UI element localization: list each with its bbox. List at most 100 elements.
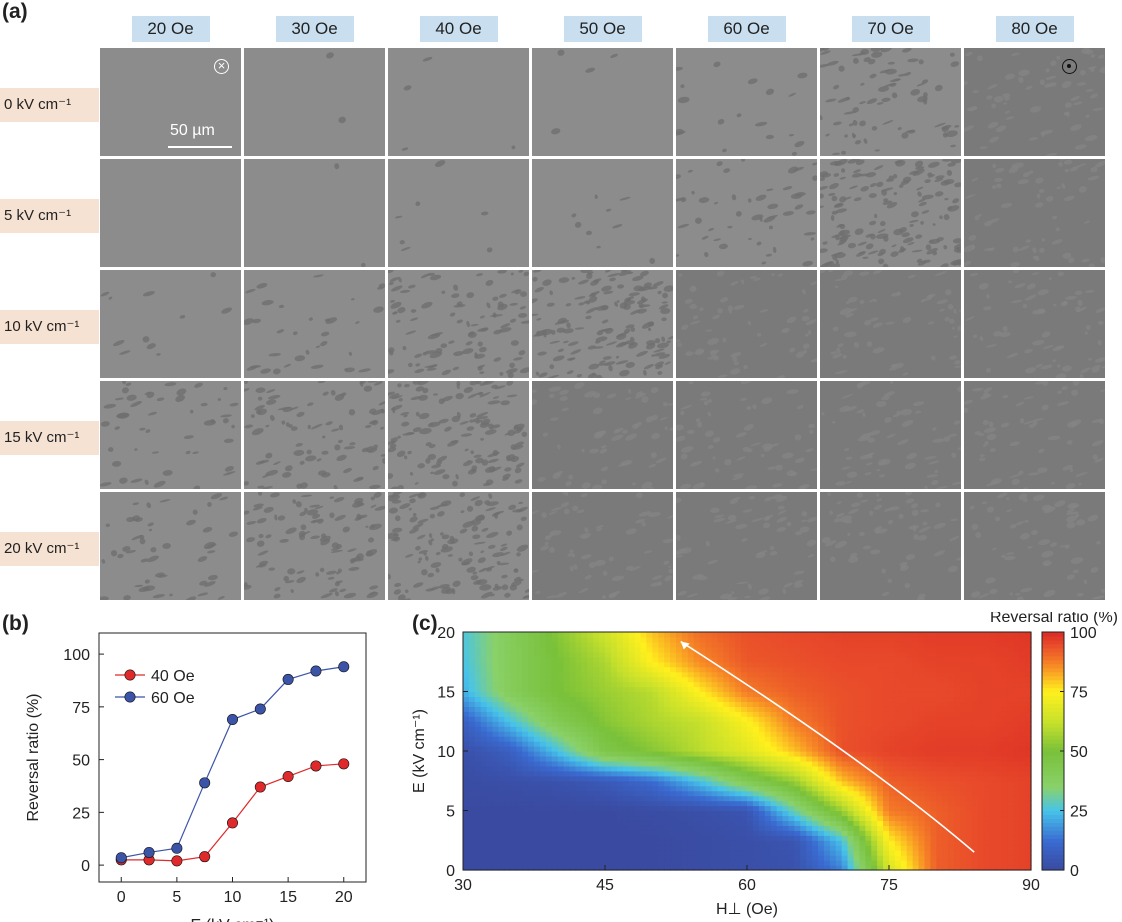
reversed-domain: [862, 256, 869, 259]
contour-cell: [634, 775, 642, 782]
reversed-domain: [300, 524, 307, 531]
reversed-domain: [993, 331, 1003, 337]
reversed-domain: [641, 481, 653, 489]
contour-cell: [599, 755, 606, 762]
reversed-domain: [964, 125, 974, 132]
contour-cell: [539, 736, 547, 742]
contour-cell: [646, 845, 653, 851]
reversed-domain: [820, 177, 826, 181]
reversed-domain: [257, 485, 265, 489]
contour-cell: [717, 701, 724, 707]
reversed-domain: [147, 522, 155, 527]
contour-cell: [634, 765, 642, 772]
contour-cell: [758, 755, 766, 762]
reversed-domain: [868, 193, 877, 199]
contour-cell: [687, 860, 695, 866]
reversed-domain: [668, 565, 672, 568]
contour-cell: [522, 770, 529, 777]
contour-cell: [616, 632, 624, 638]
contour-cell: [504, 751, 511, 757]
contour-cell: [522, 840, 529, 846]
contour-cell: [812, 765, 819, 772]
contour-cell: [545, 632, 553, 638]
contour-cell: [569, 805, 577, 812]
reversed-domain: [399, 503, 411, 510]
contour-cell: [463, 795, 470, 802]
reversed-domain: [776, 495, 788, 502]
reversed-domain: [945, 130, 958, 138]
contour-cell: [687, 671, 695, 678]
contour-cell: [705, 840, 713, 846]
reversed-domain: [565, 303, 572, 307]
contour-cell: [545, 765, 553, 772]
reversed-domain: [307, 424, 311, 430]
contour-cell: [587, 785, 594, 792]
contour-cell: [770, 646, 778, 653]
contour-cell: [646, 765, 653, 772]
contour-cell: [545, 646, 553, 653]
reversed-domain: [566, 370, 574, 375]
contour-cell: [498, 850, 506, 856]
contour-cell: [646, 751, 653, 757]
contour-cell: [723, 632, 730, 638]
reversed-domain: [975, 532, 982, 539]
reversed-domain: [430, 562, 442, 568]
contour-cell: [563, 825, 571, 831]
reversed-domain: [771, 494, 783, 500]
reversed-domain: [146, 502, 152, 509]
contour-cell: [486, 845, 494, 851]
reversed-domain: [126, 394, 137, 401]
contour-cell: [587, 855, 594, 861]
contour-cell: [788, 691, 795, 698]
contour-cell: [510, 716, 517, 722]
reversed-domain: [329, 588, 338, 593]
contour-cell: [770, 865, 778, 871]
contour-cell: [729, 770, 736, 777]
reversed-domain: [883, 391, 895, 398]
reversed-domain: [134, 584, 144, 588]
contour-cell: [539, 676, 547, 683]
contour-cell: [646, 736, 653, 742]
contour-cell: [646, 800, 653, 807]
reversed-domain: [615, 355, 620, 359]
contour-cell: [747, 706, 754, 712]
contour-cell: [534, 632, 541, 638]
contour-cell: [646, 825, 653, 831]
reversed-domain: [1038, 448, 1045, 454]
reversed-domain: [844, 331, 857, 338]
contour-cell: [670, 850, 677, 856]
contour-cell: [758, 726, 766, 732]
reversed-domain: [256, 409, 262, 415]
reversed-domain: [501, 584, 509, 591]
column-header: 70 Oe: [851, 16, 930, 42]
reversed-domain: [114, 397, 124, 401]
reversed-domain: [635, 492, 643, 499]
reversed-domain: [621, 270, 628, 273]
reversed-domain: [680, 453, 688, 460]
reversed-domain: [1027, 472, 1040, 476]
reversed-domain: [1074, 144, 1087, 150]
contour-cell: [770, 800, 778, 807]
contour-cell: [498, 726, 506, 732]
reversed-domain: [911, 503, 918, 509]
contour-cell: [599, 835, 606, 841]
contour-cell: [687, 651, 695, 658]
reversed-domain: [1011, 52, 1020, 56]
contour-cell: [463, 780, 470, 787]
reversed-domain: [625, 324, 635, 329]
reversed-domain: [830, 556, 836, 563]
contour-cell: [610, 760, 618, 767]
contour-cell: [747, 746, 754, 752]
contour-cell: [723, 810, 730, 817]
contour-cell: [516, 780, 523, 787]
contour-cell: [569, 666, 577, 673]
contour-cell: [545, 691, 553, 698]
reversed-domain: [950, 259, 961, 266]
reversed-domain: [881, 592, 890, 597]
reversed-domain: [912, 401, 925, 406]
contour-cell: [575, 632, 582, 638]
contour-cell: [463, 731, 470, 737]
reversed-domain: [928, 174, 935, 178]
contour-cell: [717, 691, 724, 698]
contour-cell: [463, 830, 470, 836]
